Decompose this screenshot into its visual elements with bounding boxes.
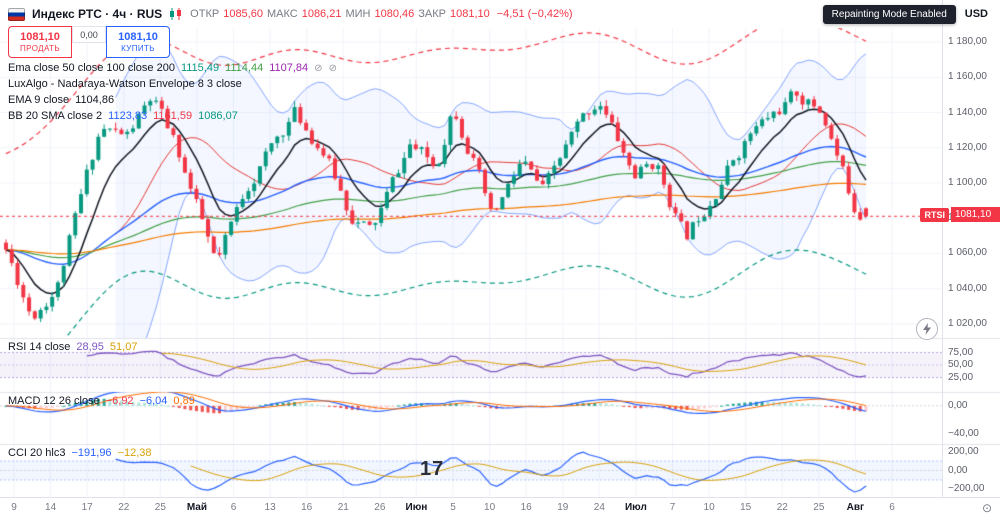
chart-header: Индекс РТС · 4ч · RUS ОТКР 1085,60 МАКС … (0, 0, 1000, 26)
ohlc-open-label: ОТКР (190, 8, 220, 20)
time-axis-label: Май (186, 502, 207, 513)
ohlc-close-value: 1081,10 (449, 8, 490, 20)
ohlc-close-label: ЗАКР (418, 8, 446, 20)
indicator-value: 1107,84 (269, 62, 309, 74)
time-axis-label: 15 (740, 502, 752, 513)
time-axis-label: 9 (11, 502, 17, 513)
indicator-legend-ema-set[interactable]: Ema close 50 close 100 close 200 1115,49… (8, 62, 337, 74)
time-axis-label: 14 (45, 502, 57, 513)
symbol-price-label: RTSI (920, 207, 949, 222)
indicator-value: −6,04 (139, 395, 168, 407)
buy-label: КУПИТЬ (121, 44, 155, 53)
time-axis-label: 26 (374, 502, 386, 513)
ohlc-low-label: МИН (345, 8, 371, 20)
currency-button[interactable]: USD (964, 8, 988, 20)
indicator-legend-macd[interactable]: MACD 12 26 close −6,92 −6,04 0,89 (8, 395, 195, 407)
indicator-value: 1086,07 (198, 110, 238, 122)
indicator-settings-icon[interactable]: ⊘ (328, 62, 337, 74)
indicator-title: RSI 14 close (8, 341, 71, 353)
indicator-legend-cci[interactable]: CCI 20 hlc3 −191,96 −12,38 (8, 447, 152, 459)
time-axis-label: 5 (450, 502, 456, 513)
price-change: −4,51 (−0,42%) (496, 8, 573, 20)
indicator-title: LuxAlgo - Nadaraya-Watson Envelope 8 3 c… (8, 78, 242, 90)
time-axis-label: 21 (337, 502, 349, 513)
sell-label: ПРОДАТЬ (19, 44, 61, 53)
time-axis-label: 10 (703, 502, 715, 513)
chart-type-icon[interactable] (169, 7, 183, 21)
time-axis-label: 17 (81, 502, 93, 513)
indicator-value: 1114,44 (225, 62, 264, 74)
indicator-legend-nadaraya-watson[interactable]: LuxAlgo - Nadaraya-Watson Envelope 8 3 c… (8, 78, 242, 90)
indicator-legend-bb[interactable]: BB 20 SMA close 2 1123,83 1161,59 1086,0… (8, 110, 238, 122)
lightning-icon (923, 323, 931, 335)
price-axis[interactable] (942, 0, 1000, 497)
time-axis-label: 25 (813, 502, 825, 513)
time-axis-label: Июн (405, 502, 428, 513)
indicator-value: 0,89 (173, 395, 195, 407)
indicator-value: 51,07 (109, 341, 138, 353)
indicator-value: 28,95 (76, 341, 104, 353)
time-axis-label: 24 (593, 502, 605, 513)
time-axis-label: Июл (624, 502, 647, 513)
indicator-title: BB 20 SMA close 2 (8, 110, 103, 122)
indicator-value: −6,92 (105, 395, 134, 407)
indicator-title: EMA 9 close (8, 94, 70, 106)
indicator-title: MACD 12 26 close (8, 395, 100, 407)
indicator-value: 1161,59 (153, 110, 193, 122)
ohlc-low-value: 1080,46 (374, 8, 415, 20)
indicator-title: Ema close 50 close 100 close 200 (8, 62, 175, 74)
time-axis-label: 13 (264, 502, 276, 513)
time-axis-label: 25 (154, 502, 166, 513)
hide-indicator-icon[interactable]: ⊘ (314, 62, 323, 74)
symbol-flag-icon (8, 7, 25, 21)
last-price-tag: 1081,10 (951, 207, 1000, 223)
sell-button[interactable]: 1081,10 ПРОДАТЬ (8, 26, 72, 58)
time-axis-label: 16 (301, 502, 313, 513)
time-axis[interactable]: 9 14 17 22 25 Май 6 13 16 21 26 Июн 5 10 16 19 24 Июл 7 10 1… (0, 497, 1000, 517)
indicator-value: −12,38 (117, 447, 152, 459)
indicator-legend-ema9[interactable]: EMA 9 close 1104,86 (8, 94, 114, 106)
indicator-value: −191,96 (71, 447, 112, 459)
buy-price: 1081,10 (118, 31, 158, 43)
spread-value: 0,00 (72, 26, 106, 43)
time-axis-label: 6 (889, 502, 895, 513)
symbol-title[interactable]: Индекс РТС · 4ч · RUS (32, 7, 163, 21)
time-axis-label: 22 (118, 502, 130, 513)
ohlc-readout: ОТКР 1085,60 МАКС 1086,21 МИН 1080,46 ЗА… (190, 8, 490, 20)
indicator-value: 1115,49 (180, 62, 220, 74)
time-axis-label: Авг (846, 502, 865, 513)
time-axis-label: 7 (669, 502, 676, 513)
instant-trading-button[interactable] (916, 318, 938, 340)
repaint-mode-badge: Repainting Mode Enabled (822, 4, 956, 24)
indicator-legend-rsi[interactable]: RSI 14 close 28,95 51,07 (8, 341, 137, 353)
time-labels: 9 14 17 22 25 Май 6 13 16 21 26 Июн 5 10 16 19 24 Июл 7 10 1… (0, 498, 942, 517)
time-axis-label: 22 (776, 502, 788, 513)
ohlc-high-value: 1086,21 (301, 8, 342, 20)
indicator-title: CCI 20 hlc3 (8, 447, 66, 459)
time-axis-label: 19 (557, 502, 569, 513)
time-axis-label: 10 (484, 502, 496, 513)
last-price-row: RTSI 1081,10 (920, 207, 1000, 223)
indicator-value: 1123,83 (108, 110, 148, 122)
ohlc-open-value: 1085,60 (223, 8, 263, 20)
buy-button[interactable]: 1081,10 КУПИТЬ (106, 26, 170, 58)
sell-price: 1081,10 (20, 31, 60, 43)
time-axis-label: 6 (230, 502, 237, 513)
ohlc-high-label: МАКС (266, 8, 298, 20)
time-axis-label: 16 (520, 502, 532, 513)
trade-widget: 1081,10 ПРОДАТЬ 0,00 1081,10 КУПИТЬ (8, 26, 170, 58)
axis-settings-icon[interactable]: ⊙ (981, 501, 992, 515)
watermark: 17 (420, 458, 445, 480)
indicator-value: 1104,86 (75, 94, 115, 106)
